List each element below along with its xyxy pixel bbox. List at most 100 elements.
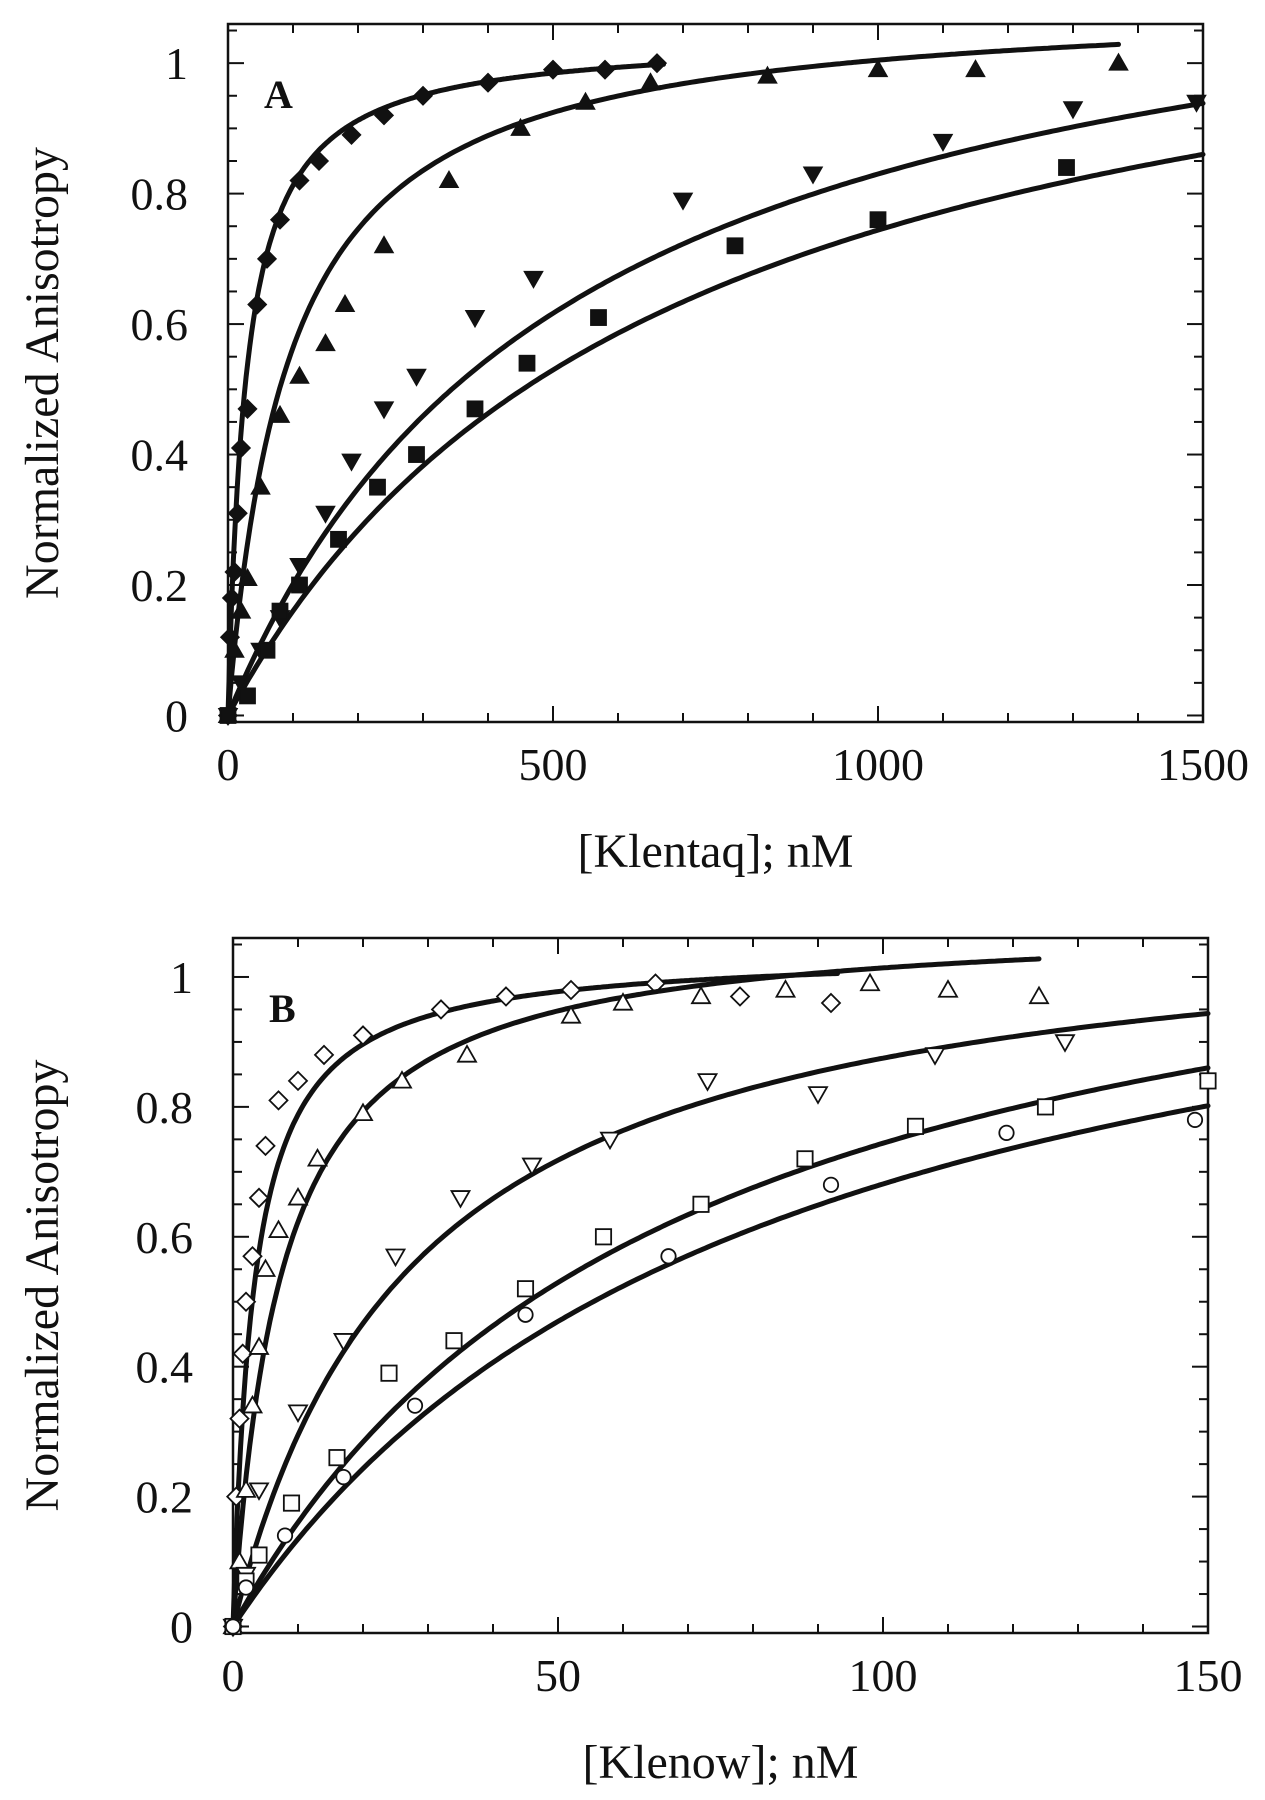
chart-panel-a: 0 500 1000 1500 0 0.2 0.4 0.6 0.8 1 [Klentaq]; nM N…: [16, 22, 1249, 878]
data-point-triangle-up: [250, 476, 271, 495]
data-point-diamond: [542, 59, 564, 80]
data-point-triangle-up: [438, 170, 460, 189]
data-point-square: [282, 1494, 301, 1512]
data-point-diamond: [289, 170, 310, 191]
data-point-diamond: [268, 1090, 289, 1111]
data-point-square: [258, 641, 276, 659]
data-point-diamond: [646, 53, 668, 74]
data-point-triangle-down: [932, 133, 954, 152]
data-point-triangle-down: [1062, 101, 1084, 120]
data-point-diamond: [287, 1070, 309, 1092]
data-point-triangle-down: [521, 1157, 543, 1177]
data-point-triangle-up: [867, 59, 889, 78]
data-point-circle: [517, 1306, 534, 1323]
data-point-triangle-up: [315, 333, 336, 352]
data-point-triangle-up: [937, 979, 959, 998]
data-point-triangle-up: [373, 235, 395, 254]
data-point-diamond: [229, 1408, 250, 1429]
series-3-triangle-down: [217, 94, 1207, 726]
data-point-square: [445, 1332, 463, 1350]
x-tick-label: 0: [217, 739, 240, 790]
series-2-triangle-up: [217, 41, 1129, 723]
data-point-diamond: [308, 150, 330, 172]
data-point-diamond: [495, 986, 517, 1007]
y-tick-label: 0.2: [131, 560, 189, 611]
data-point-square: [726, 237, 744, 255]
data-point-diamond: [256, 248, 278, 269]
data-point-circle: [1186, 1111, 1204, 1128]
x-tick-label: 0: [222, 1650, 245, 1701]
data-point-square: [518, 354, 536, 372]
data-point-triangle-up: [269, 404, 291, 423]
data-point-square: [692, 1195, 710, 1213]
data-point-triangle-up: [235, 1479, 257, 1498]
data-point-triangle-down: [248, 1482, 270, 1501]
fit-curve: [230, 971, 840, 1629]
data-point-diamond: [477, 72, 499, 93]
fit-curve: [225, 100, 1206, 718]
data-point-triangle-up: [391, 1070, 413, 1089]
data-point-triangle-up: [267, 1219, 290, 1238]
data-point-triangle-down: [373, 401, 395, 420]
data-point-square: [1199, 1072, 1217, 1090]
data-point-triangle-down: [289, 557, 310, 576]
data-point-triangle-down: [924, 1047, 946, 1066]
data-point-square: [330, 530, 347, 548]
data-point-triangle-up: [859, 972, 881, 992]
data-point-diamond: [232, 1343, 254, 1364]
data-point-triangle-down: [807, 1086, 829, 1105]
data-point-diamond: [373, 105, 395, 126]
data-point-diamond: [594, 59, 616, 80]
data-point-triangle-up: [230, 600, 252, 619]
data-point-triangle-up: [1028, 985, 1050, 1005]
x-tick-label: 50: [535, 1650, 581, 1701]
data-point-diamond: [235, 1291, 257, 1313]
data-point-triangle-down: [1186, 94, 1207, 113]
series-1-diamond: [222, 971, 842, 1637]
fit-curve: [225, 151, 1206, 718]
data-point-square: [466, 400, 484, 418]
data-point-diamond: [237, 398, 258, 419]
y-tick-label: 0.4: [136, 1342, 194, 1393]
data-point-square: [594, 1228, 613, 1246]
data-point-diamond: [230, 437, 252, 459]
x-axis-title: [Klenow]; nM: [583, 1736, 859, 1789]
fit-curve: [230, 1103, 1211, 1629]
data-point-triangle-up: [241, 1394, 264, 1414]
data-point-diamond: [227, 503, 248, 524]
data-point-diamond: [412, 85, 434, 106]
data-point-square: [250, 1546, 268, 1564]
plot-frame: [231, 936, 1210, 1635]
panel-label: B: [269, 986, 296, 1031]
data-point-triangle-up: [334, 293, 356, 313]
y-tick-label: 0: [170, 1602, 193, 1653]
series-4-square: [219, 151, 1206, 724]
data-point-square: [516, 1280, 535, 1298]
fit-curve: [230, 1011, 1211, 1629]
y-tick-label: 1: [170, 952, 193, 1003]
data-point-diamond: [430, 999, 452, 1020]
data-point-diamond: [269, 209, 291, 230]
data-point-triangle-down: [1054, 1034, 1076, 1053]
data-point-square: [291, 576, 308, 594]
data-point-triangle-down: [464, 310, 486, 329]
data-point-triangle-up: [510, 117, 531, 136]
data-point-diamond: [729, 986, 751, 1007]
data-point-circle: [660, 1248, 677, 1265]
data-point-triangle-up: [306, 1148, 329, 1167]
y-tick-label: 0.8: [131, 169, 189, 220]
data-point-circle: [237, 1579, 255, 1596]
x-tick-label: 100: [849, 1650, 918, 1701]
data-point-diamond: [820, 992, 842, 1014]
data-point-circle: [335, 1469, 352, 1486]
x-axis-title: [Klentaq]; nM: [578, 825, 854, 878]
fit-curve: [225, 41, 1121, 718]
data-point-diamond: [247, 294, 268, 315]
series-5-circle: [224, 1103, 1211, 1635]
y-tick-label: 0.4: [131, 430, 189, 481]
data-point-triangle-down: [332, 1333, 355, 1352]
data-point-triangle-up: [352, 1102, 374, 1122]
data-point-square: [369, 478, 386, 496]
data-point-triangle-down: [341, 453, 362, 472]
series-3-triangle-down: [222, 1011, 1211, 1638]
